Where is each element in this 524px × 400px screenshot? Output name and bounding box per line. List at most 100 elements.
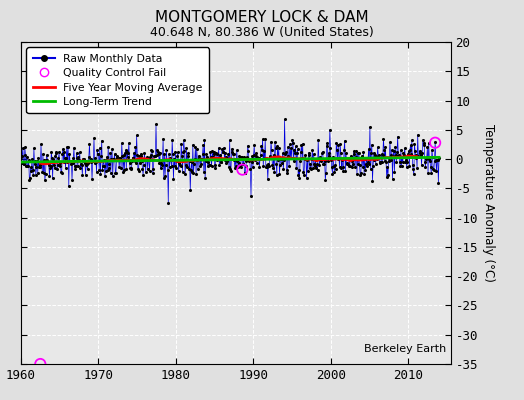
- Point: [70, 144, 78, 151]
- Point: [412, 152, 421, 158]
- Point: [300, 172, 308, 178]
- Point: [239, 161, 247, 167]
- Point: [165, 151, 173, 157]
- Point: [97, 137, 106, 144]
- Point: [429, 166, 438, 173]
- Point: [427, 170, 435, 176]
- Point: [410, 171, 418, 178]
- Point: [314, 137, 322, 144]
- Point: [336, 141, 344, 147]
- Point: [28, 156, 36, 162]
- Point: [83, 161, 91, 168]
- Point: [119, 169, 127, 175]
- Point: [192, 146, 201, 152]
- Point: [169, 151, 177, 158]
- Point: [265, 163, 274, 170]
- Point: [244, 142, 252, 149]
- Point: [430, 166, 438, 173]
- Point: [214, 156, 222, 162]
- Point: [373, 156, 381, 163]
- Point: [102, 168, 111, 174]
- Point: [261, 164, 270, 170]
- Point: [394, 153, 402, 159]
- Point: [138, 165, 147, 172]
- Point: [191, 143, 200, 150]
- Point: [334, 142, 342, 148]
- Point: [45, 172, 53, 179]
- Point: [25, 156, 33, 163]
- Point: [421, 159, 429, 166]
- Point: [324, 150, 333, 156]
- Point: [86, 156, 94, 163]
- Point: [106, 150, 114, 156]
- Point: [155, 160, 163, 167]
- Point: [115, 164, 123, 170]
- Point: [386, 139, 394, 145]
- Point: [110, 155, 118, 162]
- Point: [322, 142, 331, 149]
- Point: [216, 158, 225, 165]
- Point: [52, 150, 61, 156]
- Point: [355, 162, 364, 168]
- Point: [399, 159, 407, 166]
- Point: [179, 148, 188, 155]
- Point: [85, 140, 94, 147]
- Point: [390, 148, 398, 154]
- Point: [293, 149, 301, 156]
- Point: [396, 159, 404, 165]
- Point: [131, 144, 139, 150]
- Point: [80, 158, 89, 164]
- Point: [191, 156, 199, 162]
- Point: [61, 164, 70, 171]
- Point: [199, 142, 208, 148]
- Point: [311, 156, 320, 163]
- Point: [233, 147, 241, 154]
- Point: [148, 148, 156, 154]
- Point: [117, 140, 126, 147]
- Point: [178, 153, 186, 160]
- Point: [204, 159, 213, 165]
- Point: [54, 155, 63, 162]
- Point: [64, 144, 72, 150]
- Point: [379, 152, 387, 158]
- Point: [106, 169, 115, 176]
- Point: [396, 162, 405, 169]
- Point: [406, 146, 414, 153]
- Point: [171, 149, 180, 156]
- Point: [67, 157, 75, 164]
- Point: [416, 148, 424, 154]
- Point: [72, 163, 80, 169]
- Point: [316, 154, 324, 160]
- Point: [156, 150, 164, 156]
- Point: [227, 168, 235, 174]
- Point: [313, 167, 322, 173]
- Point: [98, 167, 106, 174]
- Point: [252, 152, 260, 159]
- Point: [87, 159, 95, 165]
- Point: [109, 156, 117, 162]
- Point: [211, 164, 219, 171]
- Point: [90, 135, 98, 141]
- Point: [162, 147, 170, 153]
- Point: [434, 180, 443, 186]
- Point: [216, 152, 224, 158]
- Point: [296, 158, 304, 165]
- Point: [309, 165, 317, 171]
- Point: [244, 148, 253, 155]
- Point: [114, 154, 123, 161]
- Point: [302, 175, 311, 181]
- Point: [233, 158, 242, 164]
- Point: [71, 166, 80, 172]
- Point: [402, 157, 410, 164]
- Point: [196, 162, 204, 169]
- Point: [183, 153, 192, 159]
- Point: [72, 150, 81, 156]
- Point: [252, 150, 260, 156]
- Point: [337, 165, 346, 171]
- Point: [145, 168, 154, 174]
- Point: [105, 161, 114, 167]
- Point: [353, 150, 362, 156]
- Point: [366, 166, 375, 172]
- Point: [82, 162, 91, 168]
- Point: [242, 158, 250, 165]
